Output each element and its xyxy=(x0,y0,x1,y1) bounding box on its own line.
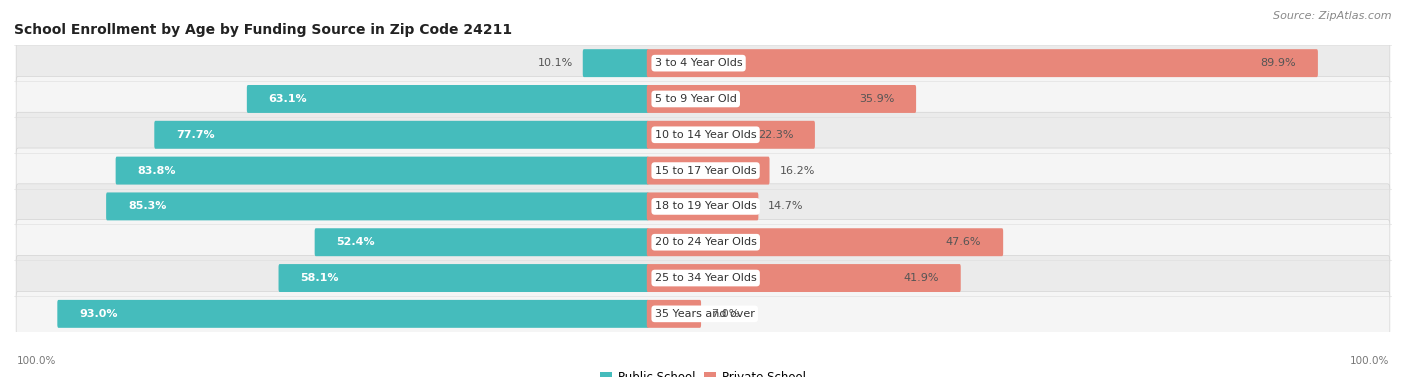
Text: 10 to 14 Year Olds: 10 to 14 Year Olds xyxy=(655,130,756,140)
Text: 5 to 9 Year Old: 5 to 9 Year Old xyxy=(655,94,737,104)
FancyBboxPatch shape xyxy=(647,192,758,221)
Text: 3 to 4 Year Olds: 3 to 4 Year Olds xyxy=(655,58,742,68)
Text: 100.0%: 100.0% xyxy=(1350,356,1389,366)
FancyBboxPatch shape xyxy=(115,156,650,185)
Text: 14.7%: 14.7% xyxy=(768,201,804,211)
Text: 47.6%: 47.6% xyxy=(946,237,981,247)
Text: School Enrollment by Age by Funding Source in Zip Code 24211: School Enrollment by Age by Funding Sour… xyxy=(14,23,512,37)
FancyBboxPatch shape xyxy=(647,85,917,113)
Text: Source: ZipAtlas.com: Source: ZipAtlas.com xyxy=(1274,11,1392,21)
FancyBboxPatch shape xyxy=(15,256,1391,300)
FancyBboxPatch shape xyxy=(647,300,702,328)
FancyBboxPatch shape xyxy=(647,121,815,149)
Text: 89.9%: 89.9% xyxy=(1261,58,1296,68)
FancyBboxPatch shape xyxy=(582,49,650,77)
Text: 25 to 34 Year Olds: 25 to 34 Year Olds xyxy=(655,273,756,283)
Text: 41.9%: 41.9% xyxy=(904,273,939,283)
Text: 77.7%: 77.7% xyxy=(176,130,215,140)
FancyBboxPatch shape xyxy=(15,41,1391,86)
Legend: Public School, Private School: Public School, Private School xyxy=(595,366,811,377)
Text: 83.8%: 83.8% xyxy=(138,166,176,176)
Text: 22.3%: 22.3% xyxy=(758,130,793,140)
FancyBboxPatch shape xyxy=(105,192,650,221)
FancyBboxPatch shape xyxy=(15,77,1391,121)
Text: 93.0%: 93.0% xyxy=(79,309,118,319)
Text: 63.1%: 63.1% xyxy=(269,94,308,104)
FancyBboxPatch shape xyxy=(15,291,1391,336)
FancyBboxPatch shape xyxy=(647,228,1002,256)
Text: 85.3%: 85.3% xyxy=(128,201,166,211)
FancyBboxPatch shape xyxy=(15,184,1391,229)
Text: 15 to 17 Year Olds: 15 to 17 Year Olds xyxy=(655,166,756,176)
Text: 58.1%: 58.1% xyxy=(301,273,339,283)
Text: 35.9%: 35.9% xyxy=(859,94,894,104)
Text: 35 Years and over: 35 Years and over xyxy=(655,309,755,319)
Text: 10.1%: 10.1% xyxy=(537,58,572,68)
FancyBboxPatch shape xyxy=(15,112,1391,157)
Text: 7.0%: 7.0% xyxy=(711,309,740,319)
FancyBboxPatch shape xyxy=(647,49,1317,77)
FancyBboxPatch shape xyxy=(155,121,650,149)
Text: 18 to 19 Year Olds: 18 to 19 Year Olds xyxy=(655,201,756,211)
FancyBboxPatch shape xyxy=(315,228,650,256)
Text: 16.2%: 16.2% xyxy=(779,166,815,176)
Text: 100.0%: 100.0% xyxy=(17,356,56,366)
FancyBboxPatch shape xyxy=(647,156,769,185)
Text: 52.4%: 52.4% xyxy=(336,237,375,247)
FancyBboxPatch shape xyxy=(15,148,1391,193)
FancyBboxPatch shape xyxy=(15,220,1391,265)
FancyBboxPatch shape xyxy=(647,264,960,292)
FancyBboxPatch shape xyxy=(58,300,650,328)
FancyBboxPatch shape xyxy=(278,264,650,292)
Text: 20 to 24 Year Olds: 20 to 24 Year Olds xyxy=(655,237,756,247)
FancyBboxPatch shape xyxy=(247,85,650,113)
